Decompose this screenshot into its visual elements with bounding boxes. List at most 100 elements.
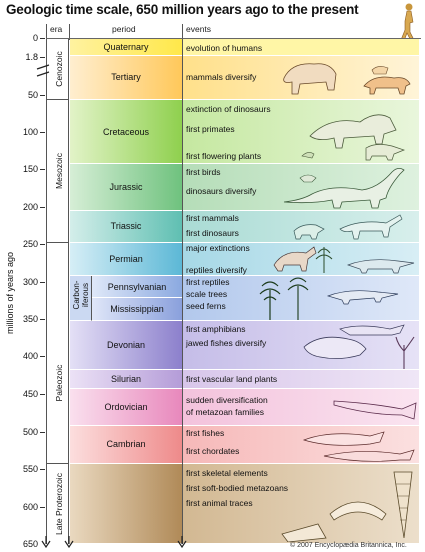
event-triassic-0: first mammals bbox=[186, 213, 239, 223]
tickmark bbox=[40, 356, 45, 357]
period-ordovician: Ordovician bbox=[70, 389, 182, 426]
period-cambrian-label: Cambrian bbox=[106, 439, 146, 449]
event-cretaceous-0: extinction of dinosaurs bbox=[186, 104, 271, 114]
tickmark bbox=[40, 244, 45, 245]
period-silurian-label: Silurian bbox=[110, 374, 141, 384]
event-jurassic-0: first birds bbox=[186, 167, 221, 177]
cambrian-fish-icon bbox=[302, 431, 415, 462]
event-tertiary-0: mammals diversify bbox=[186, 72, 257, 82]
period-cambrian: Cambrian bbox=[70, 426, 182, 464]
period-permian: Permian bbox=[70, 243, 182, 276]
axis-title: millions of years ago bbox=[5, 251, 15, 335]
tick-150: 150 bbox=[22, 164, 38, 174]
event-proterozoic-0: first skeletal elements bbox=[186, 468, 268, 478]
period-quaternary-label: Quaternary bbox=[103, 42, 149, 52]
event-carboniferous-1: scale trees bbox=[186, 289, 228, 299]
carboniferous-text: Carbon-iferous bbox=[72, 280, 90, 310]
period-events-divider bbox=[182, 39, 183, 544]
dinosaur-illustration-icon bbox=[301, 114, 406, 161]
event-cambrian-1: first chordates bbox=[186, 446, 240, 456]
tick-600: 600 bbox=[22, 502, 38, 512]
header-bottom-line bbox=[46, 38, 421, 39]
mammal-illustration-icon bbox=[283, 63, 411, 95]
event-jurassic-1: dinosaurs diversify bbox=[186, 186, 257, 196]
events-header: events bbox=[186, 24, 212, 34]
period-permian-label: Permian bbox=[109, 254, 143, 264]
event-proterozoic-2: first animal traces bbox=[186, 498, 253, 508]
tickmark bbox=[40, 469, 45, 470]
band-quaternary bbox=[182, 39, 419, 56]
period-silurian: Silurian bbox=[70, 370, 182, 389]
tickmark bbox=[40, 95, 45, 96]
event-cretaceous-1: first primates bbox=[186, 124, 235, 134]
era-paleozoic-label: Paleozoic bbox=[54, 364, 64, 402]
event-triassic-1: first dinosaurs bbox=[186, 228, 239, 238]
header-divider-period bbox=[182, 24, 183, 40]
event-devonian-1: jawed fishes diversify bbox=[186, 338, 267, 348]
period-proterozoic bbox=[70, 464, 182, 544]
tick-1-8: 1.8 bbox=[25, 52, 38, 62]
era-mesozoic-label: Mesozoic bbox=[54, 153, 64, 189]
era-late-proterozoic-label: Late Proterozoic bbox=[54, 473, 64, 535]
era-carboniferous: Carbon-iferous bbox=[70, 276, 92, 321]
permian-reptiles-icon bbox=[273, 246, 415, 274]
human-figure-icon bbox=[400, 3, 415, 42]
event-quaternary-0: evolution of humans bbox=[186, 43, 263, 53]
period-mississippian-label: Mississippian bbox=[110, 304, 164, 314]
period-cretaceous-label: Cretaceous bbox=[102, 127, 150, 137]
period-devonian-label: Devonian bbox=[106, 340, 146, 350]
period-pennsylvanian: Pennsylvanian bbox=[92, 276, 182, 298]
tick-550: 550 bbox=[22, 464, 38, 474]
tickmark bbox=[40, 394, 45, 395]
ordovician-cephalopod-icon bbox=[333, 400, 417, 420]
arrow-down-icon bbox=[41, 536, 51, 548]
period-pennsylvanian-label: Pennsylvanian bbox=[107, 282, 167, 292]
period-tertiary-label: Tertiary bbox=[111, 72, 141, 82]
tickmark bbox=[40, 132, 45, 133]
period-quaternary: Quaternary bbox=[70, 39, 182, 56]
era-mesozoic: Mesozoic bbox=[47, 100, 69, 243]
period-mississippian: Mississippian bbox=[92, 298, 182, 321]
tick-0: 0 bbox=[32, 33, 38, 43]
proterozoic-fossils-icon bbox=[281, 471, 413, 542]
period-cretaceous: Cretaceous bbox=[70, 100, 182, 164]
period-tertiary: Tertiary bbox=[70, 56, 182, 100]
event-ordovician-1: of metazoan families bbox=[186, 407, 264, 417]
scale-tree-icon bbox=[259, 277, 399, 320]
tick-300: 300 bbox=[22, 277, 38, 287]
diagram-title: Geologic time scale, 650 million years a… bbox=[6, 2, 359, 17]
period-triassic-label: Triassic bbox=[110, 221, 142, 231]
event-proterozoic-1: first soft-bodied metazoans bbox=[186, 483, 289, 493]
period-jurassic-label: Jurassic bbox=[109, 182, 143, 192]
era-late-proterozoic: Late Proterozoic bbox=[47, 464, 69, 544]
event-carboniferous-0: first reptiles bbox=[186, 277, 230, 287]
era-header: era bbox=[50, 24, 63, 34]
arrow-down-icon bbox=[177, 536, 187, 548]
tickmark bbox=[40, 432, 45, 433]
tickmark bbox=[40, 57, 45, 58]
event-ordovician-0: sudden diversification bbox=[186, 395, 268, 405]
period-devonian: Devonian bbox=[70, 321, 182, 370]
band-silurian bbox=[182, 370, 419, 389]
era-carboniferous-label: Carbon-iferous bbox=[72, 272, 90, 318]
arrow-down-icon bbox=[64, 536, 74, 548]
triassic-animals-icon bbox=[293, 214, 403, 240]
era-column-left-line bbox=[46, 24, 47, 544]
tick-200: 200 bbox=[22, 202, 38, 212]
tickmark bbox=[40, 38, 45, 39]
tickmark bbox=[40, 319, 45, 320]
tick-400: 400 bbox=[22, 351, 38, 361]
event-cambrian-0: first fishes bbox=[186, 428, 225, 438]
tick-650: 650 bbox=[22, 539, 38, 549]
tickmark bbox=[40, 507, 45, 508]
event-permian-1: reptiles diversify bbox=[186, 265, 247, 275]
tick-50: 50 bbox=[27, 90, 38, 100]
tickmark bbox=[40, 169, 45, 170]
event-carboniferous-2: seed ferns bbox=[186, 301, 226, 311]
period-triassic: Triassic bbox=[70, 211, 182, 243]
event-devonian-0: first amphibians bbox=[186, 324, 246, 334]
tick-250: 250 bbox=[22, 239, 38, 249]
era-cenozoic: Cenozoic bbox=[47, 39, 69, 100]
period-header: period bbox=[112, 24, 136, 34]
era-cenozoic-label: Cenozoic bbox=[54, 51, 64, 87]
